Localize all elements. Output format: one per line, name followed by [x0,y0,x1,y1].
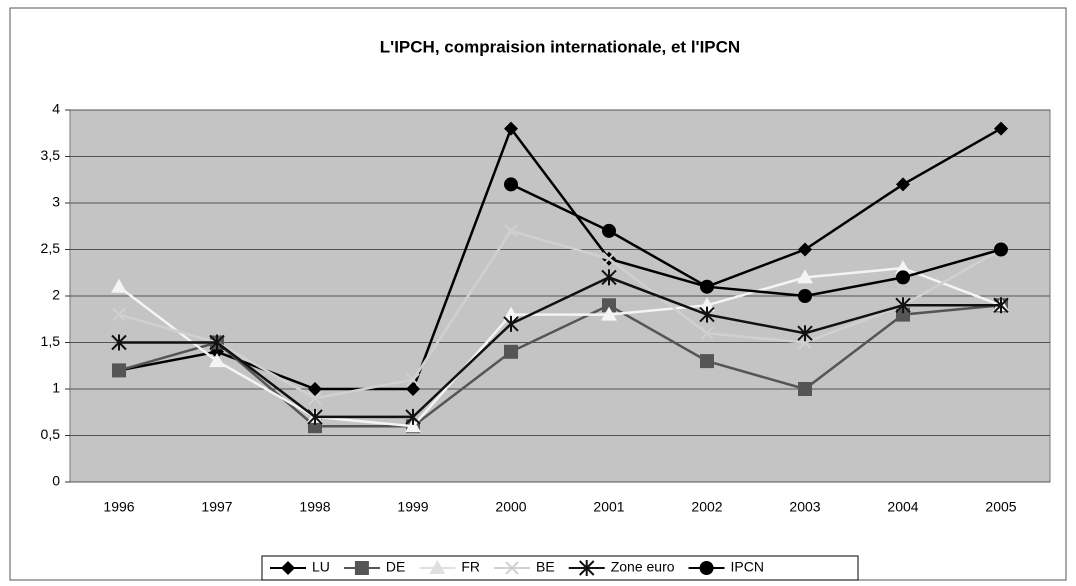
series-line [118,229,1002,400]
legend-label: FR [461,559,480,575]
marker [405,408,421,425]
legend-label: DE [386,559,405,575]
marker [700,354,714,369]
legend-entry: BE [494,559,555,575]
legend-entry: LU [270,559,330,575]
legend: LU DE FR BE Zone euro IPCN [261,555,859,581]
legend-label: LU [312,559,330,575]
y-tick-label: 4 [52,101,60,117]
marker [699,306,715,323]
marker [354,561,369,575]
y-tick-label: 1 [52,380,60,396]
x-tick-label: 2001 [593,499,624,515]
legend-entry: FR [419,559,480,575]
marker [504,177,518,192]
marker [797,325,813,342]
legend-entry: IPCN [688,559,764,575]
marker [308,391,322,406]
marker [993,297,1009,314]
marker [699,561,714,575]
chart-title: L'IPCH, compraision internationale, et l… [380,37,740,56]
legend-entry: Zone euro [568,559,675,576]
series-line [118,303,1002,428]
marker [505,561,519,575]
marker [602,298,616,313]
marker [895,297,911,314]
y-tick-label: 2,5 [41,240,61,256]
series-line [118,266,1002,428]
marker [579,560,595,576]
marker [405,418,421,433]
legend-entry: DE [343,559,405,575]
marker [896,177,910,192]
marker [209,334,225,351]
marker [601,306,617,321]
y-tick-label: 0,5 [41,426,61,442]
y-tick-label: 3 [52,194,60,210]
y-tick-label: 2 [52,287,60,303]
x-tick-label: 1997 [201,499,232,515]
x-tick-label: 2002 [691,499,722,515]
marker [602,223,616,238]
marker [429,560,446,574]
marker [111,334,127,351]
marker [112,307,126,322]
marker [700,279,714,294]
marker [112,363,126,378]
marker [503,306,519,321]
x-tick-label: 1999 [397,499,428,515]
marker [504,121,518,136]
marker [798,289,812,303]
marker [896,307,910,322]
marker [602,252,616,266]
x-tick-label: 2005 [985,499,1016,515]
marker [111,278,127,293]
x-tick-label: 2003 [789,499,820,515]
series-line [119,276,1001,419]
marker [601,269,617,286]
marker [896,270,910,285]
legend-label: IPCN [731,559,764,575]
marker [406,372,420,387]
marker [994,121,1008,136]
marker [797,269,813,284]
marker [994,242,1008,257]
marker [281,561,295,575]
x-tick-label: 2000 [495,499,526,515]
marker [504,344,518,359]
x-tick-label: 2004 [887,499,918,515]
legend-label: BE [536,559,555,575]
legend-label: Zone euro [611,559,675,575]
series-line [510,183,1002,298]
marker [700,326,714,340]
marker [699,297,715,312]
marker [209,353,225,368]
marker [307,408,323,425]
y-tick-label: 0 [52,473,60,489]
marker [798,382,812,396]
y-tick-label: 3,5 [41,147,61,163]
marker [308,382,322,396]
marker [895,260,911,275]
x-tick-label: 1998 [299,499,330,515]
marker [406,382,420,396]
marker [798,242,812,257]
x-tick-label: 1996 [103,499,134,515]
y-tick-label: 1,5 [41,333,61,349]
marker [504,224,518,238]
marker [503,315,519,332]
